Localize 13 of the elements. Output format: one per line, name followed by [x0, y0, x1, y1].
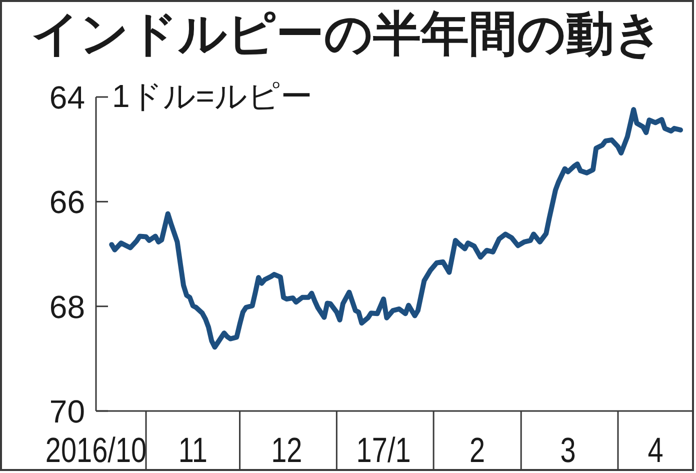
x-tick-label: 2 [470, 430, 486, 470]
x-tick-label: 4 [648, 430, 664, 470]
x-tick-label: 12 [271, 430, 302, 470]
y-tick-label: 64 [49, 79, 85, 116]
y-axis-title: 1ドル=ルピー [112, 78, 312, 114]
x-tick-label: 2016/10 [45, 430, 147, 470]
x-tick-label: 11 [178, 430, 208, 470]
x-tick-label: 3 [560, 430, 576, 470]
chart-title: インドルピーの半年間の動き [30, 8, 664, 61]
x-tick-label: 17/1 [356, 430, 411, 470]
y-tick-label: 66 [49, 184, 85, 220]
y-tick-label: 70 [49, 393, 85, 430]
y-tick-label: 68 [49, 288, 85, 325]
